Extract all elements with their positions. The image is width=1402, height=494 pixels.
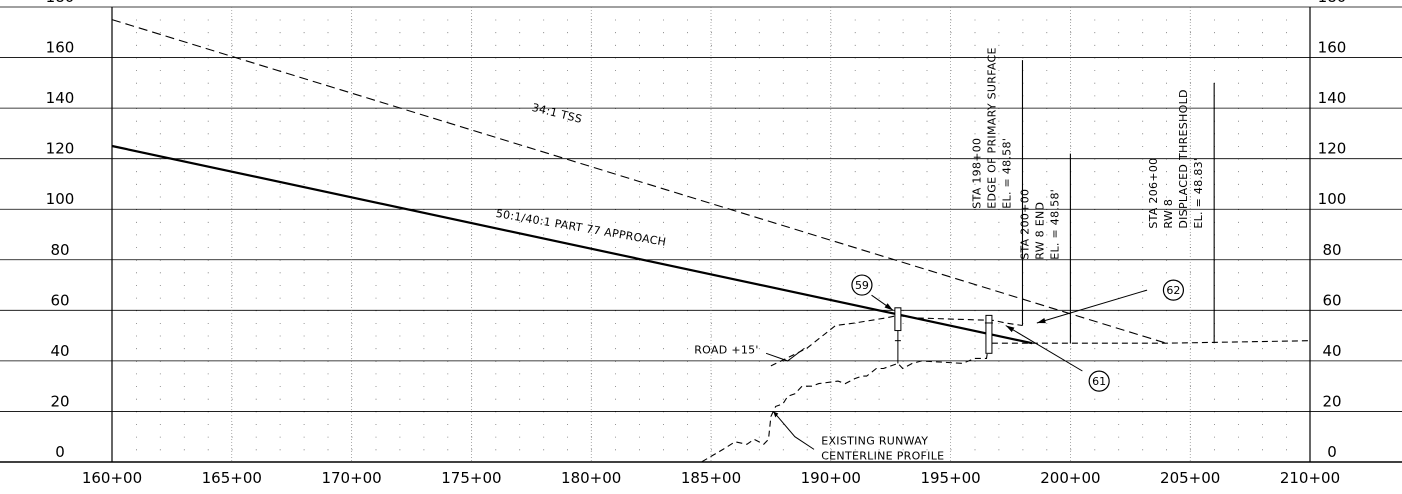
y-tick-label-right: 0 xyxy=(1327,443,1337,461)
station-marker-text: RW 8 END xyxy=(1033,202,1046,260)
profile-annotation: ROAD +15' xyxy=(694,343,759,356)
station-marker-text: RW 8 xyxy=(1162,199,1175,229)
grid-dots xyxy=(136,19,1287,451)
x-tick-label: 160+00 xyxy=(82,469,142,487)
station-marker-text: DISPLACED THRESHOLD xyxy=(1177,89,1190,228)
road-leader xyxy=(765,347,805,362)
x-tick-label: 200+00 xyxy=(1040,469,1100,487)
y-tick-label-left: 0 xyxy=(55,443,65,461)
y-tick-label-right: 140 xyxy=(1318,89,1347,107)
x-tick-label: 195+00 xyxy=(920,469,980,487)
station-marker-text: STA 206+00 xyxy=(1147,158,1160,229)
y-tick-label-left: 40 xyxy=(50,342,69,360)
y-tick-label-right: 60 xyxy=(1322,291,1341,309)
profile-annotation: CENTERLINE PROFILE xyxy=(821,449,944,462)
callout-59-arrow xyxy=(884,303,894,311)
callout-61-circle xyxy=(1088,370,1110,392)
y-tick-label-right: 20 xyxy=(1322,392,1341,410)
y-tick-label-left: 120 xyxy=(46,140,75,158)
axis-ticks: 0 0 20 20 40 40 60 60 80 80 100 100 120 120 140 140 160 1… xyxy=(46,0,1347,487)
callout-59-circle xyxy=(851,274,873,296)
structure-59 xyxy=(894,307,902,332)
y-tick-label-right: 120 xyxy=(1318,140,1347,158)
station-marker-text: EL. = 48.58' xyxy=(1048,189,1061,260)
x-tick-label: 165+00 xyxy=(202,469,262,487)
callout-62-arrow xyxy=(1036,317,1046,324)
station-marker-text: EDGE OF PRIMARY SURFACE xyxy=(985,47,998,208)
station-marker-text: EL. = 48.58' xyxy=(1000,138,1013,209)
profile-line-tss xyxy=(111,19,1167,344)
y-tick-label-left: 60 xyxy=(50,291,69,309)
station-marker-text: EL. = 48.83' xyxy=(1192,158,1205,229)
y-tick-label-right: 80 xyxy=(1322,241,1341,259)
x-tick-label: 190+00 xyxy=(801,469,861,487)
x-tick-label: 205+00 xyxy=(1160,469,1220,487)
structure-61 xyxy=(985,314,993,354)
existing-leader-arrow xyxy=(773,411,779,418)
profile-line-existing xyxy=(112,340,1311,463)
y-tick-label-left: 180 xyxy=(46,0,75,6)
x-tick-label: 210+00 xyxy=(1280,469,1340,487)
y-tick-label-right: 160 xyxy=(1318,39,1347,57)
callout-61-leader xyxy=(1005,325,1083,372)
profile-lines xyxy=(111,19,1311,463)
callout-59-label: 59 xyxy=(855,279,869,292)
y-tick-label-left: 80 xyxy=(50,241,69,259)
y-tick-label-right: 100 xyxy=(1318,190,1347,208)
profile-line-road xyxy=(770,314,1023,367)
station-marker-text: STA 198+00 xyxy=(970,138,983,209)
y-tick-label-right: 180 xyxy=(1318,0,1347,6)
structures xyxy=(894,60,1215,364)
y-tick-label-left: 160 xyxy=(46,39,75,57)
callout-61-label: 61 xyxy=(1092,375,1106,388)
profile-line-approach xyxy=(111,144,1033,345)
x-tick-label: 170+00 xyxy=(321,469,381,487)
callout-62-leader xyxy=(1036,289,1148,324)
callout-61-arrow xyxy=(1005,325,1015,333)
y-tick-label-left: 140 xyxy=(46,89,75,107)
y-tick-label-right: 40 xyxy=(1322,342,1341,360)
x-tick-label: 185+00 xyxy=(681,469,741,487)
y-tick-label-left: 20 xyxy=(50,392,69,410)
callout-62-label: 62 xyxy=(1166,284,1180,297)
grid xyxy=(0,6,1402,463)
station-marker-text: STA 200+00 xyxy=(1018,189,1031,260)
y-tick-label-left: 100 xyxy=(46,190,75,208)
profile-annotation: EXISTING RUNWAY xyxy=(821,434,928,447)
callout-62-circle xyxy=(1162,279,1185,301)
existing-leader xyxy=(772,411,815,450)
x-tick-label: 180+00 xyxy=(561,469,621,487)
x-tick-label: 175+00 xyxy=(441,469,501,487)
